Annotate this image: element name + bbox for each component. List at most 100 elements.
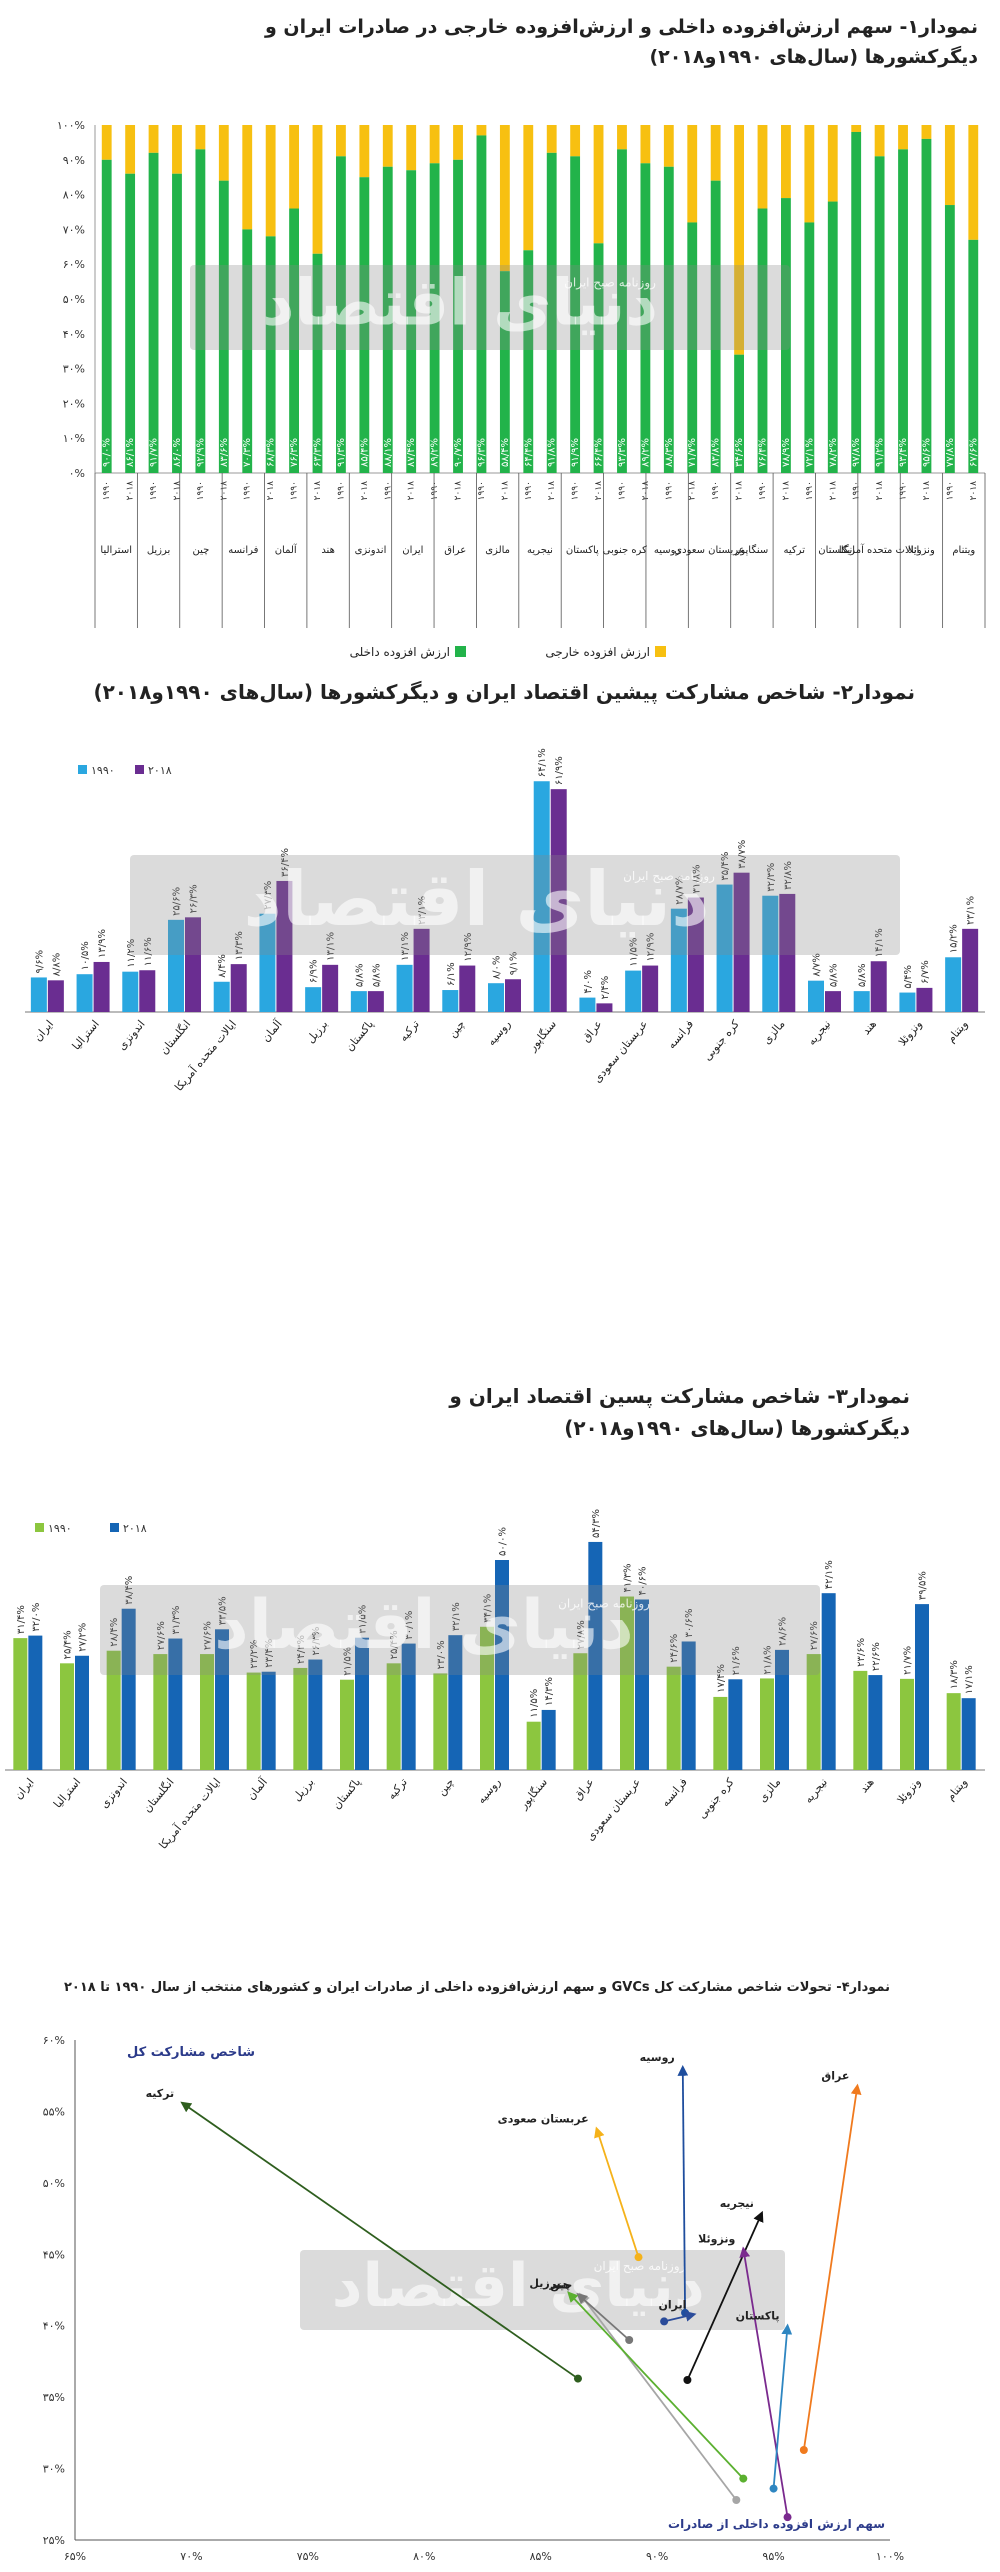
country-label: روسیه — [654, 545, 681, 556]
bar-value-label: ۲۳/۱% — [966, 896, 977, 925]
bar-value-label: ۸۹/۲% — [640, 438, 651, 467]
bar-value-label: ۹۶/۳% — [476, 438, 487, 467]
bar-foreign — [757, 125, 768, 209]
bar-domestic — [499, 271, 510, 473]
bar-domestic — [453, 159, 463, 474]
bar — [635, 1599, 649, 1770]
bar-value-label: ۲۱/۶% — [731, 1646, 742, 1675]
country-label: ونزوئلا — [908, 545, 935, 556]
bar — [808, 980, 824, 1012]
legend-swatch — [110, 1523, 119, 1532]
year-label: ۲۰۱۸ — [735, 481, 745, 501]
legend-label-foreign: ارزش افزوده خارجی — [545, 645, 650, 660]
category-label: پاکستان — [343, 1018, 376, 1054]
year-label: ۲۰۱۸ — [172, 481, 182, 501]
year-label: ۲۰۱۸ — [454, 481, 464, 501]
bar-value-label: ۲۱/۸% — [763, 1645, 774, 1674]
bar-foreign — [640, 125, 651, 164]
bar-value-label: ۳۱/۳% — [171, 1606, 182, 1635]
y-tick-label: ۴۰% — [63, 328, 85, 341]
year-label: ۲۰۱۸ — [313, 481, 323, 501]
bar-foreign — [382, 125, 393, 167]
year-label: ۲۰۱۸ — [126, 481, 136, 501]
category-label: آلمان — [258, 1016, 285, 1044]
bar — [533, 781, 550, 1012]
category-label: فرانسه — [665, 1018, 696, 1052]
bar — [596, 1003, 613, 1012]
bar-value-label: ۲۷/۶% — [809, 1621, 820, 1650]
bar — [962, 928, 979, 1012]
y-axis-title: شاخص مشارکت کل — [127, 2045, 255, 2060]
bar-domestic — [265, 236, 276, 473]
legend-swatch-domestic — [455, 646, 466, 657]
bar — [779, 893, 796, 1012]
year-label: ۱۹۹۰ — [477, 481, 487, 500]
year-label: ۱۹۹۰ — [945, 481, 955, 500]
year-label: ۱۹۹۰ — [899, 481, 909, 500]
chart2-title: نمودار۲- شاخص مشارکت پیشین اقتصاد ایران … — [93, 680, 915, 704]
arrow-label: عربستان صعودی — [498, 2113, 589, 2126]
bar — [916, 987, 933, 1012]
bar-domestic — [851, 131, 862, 473]
country-label: عراق — [444, 545, 466, 556]
bar — [168, 1638, 183, 1770]
bar — [588, 1541, 603, 1770]
bar — [433, 1673, 448, 1770]
bar-value-label: ۲/۴% — [600, 976, 611, 1000]
bar-value-label: ۱۳/۱% — [326, 932, 337, 961]
bar-value-label: ۸/۰% — [492, 956, 503, 980]
bar — [93, 961, 110, 1012]
bar — [246, 1672, 261, 1770]
bar-foreign — [359, 125, 370, 178]
bar-value-label: ۵۴/۳% — [591, 1509, 602, 1538]
bar — [200, 1654, 214, 1770]
bar — [261, 1671, 276, 1770]
y-tick-label: ۴۵% — [43, 2248, 65, 2261]
bar-value-label: ۱۷/۴% — [716, 1664, 727, 1693]
category-label: سنگاپور — [516, 1776, 550, 1813]
bar-value-label: ۲۳/۲% — [249, 1640, 260, 1669]
arrow-10 — [567, 2291, 744, 2480]
arrow-4 — [578, 2292, 738, 2501]
bar — [75, 1655, 89, 1770]
y-tick-label: ۴۰% — [43, 2320, 65, 2333]
bar — [550, 789, 567, 1012]
bar-value-label: ۶۱/۹% — [554, 756, 565, 785]
category-label: انگلستان — [141, 1776, 177, 1815]
watermark-band — [130, 855, 900, 955]
bar-value-label: ۲۲/۶% — [871, 1642, 882, 1671]
category-label: روسیه — [485, 1018, 514, 1049]
bar-value-label: ۲۶/۳% — [311, 1627, 322, 1656]
bar-value-label: ۳۲/۱% — [451, 1602, 462, 1631]
bar-value-label: ۲۸/۷% — [674, 876, 685, 905]
bar-value-label: ۱۱/۵% — [629, 938, 640, 967]
legend-swatch — [35, 1523, 44, 1532]
year-label: ۱۹۹۰ — [336, 481, 346, 500]
bar — [13, 1638, 28, 1770]
bar-domestic — [827, 201, 838, 473]
arrow-8 — [772, 2323, 793, 2489]
bar-domestic — [593, 243, 604, 473]
watermark-band — [190, 265, 790, 350]
bar-value-label: ۷۱/۷% — [687, 438, 698, 467]
y-tick-label: ۵۰% — [43, 2177, 65, 2190]
bar-foreign — [874, 125, 885, 157]
year-label: ۲۰۱۸ — [828, 481, 838, 501]
bar — [76, 974, 93, 1012]
bar-foreign — [195, 125, 206, 150]
bar-value-label: ۹۰/۷% — [453, 438, 464, 467]
bar-domestic — [195, 149, 206, 474]
bar-value-label: ۶/۹% — [309, 960, 320, 984]
legend-swatch — [78, 765, 87, 774]
bar-value-label: ۱۳/۱% — [400, 932, 411, 961]
watermark-sub: روزنامه صبح ایران — [564, 275, 656, 290]
bar-value-label: ۳۱/۵% — [358, 1605, 369, 1634]
bar-foreign — [781, 125, 791, 199]
category-label: کره جنوبی — [695, 1775, 737, 1821]
bar — [30, 977, 47, 1012]
bar-value-label: ۱۰/۵% — [80, 941, 91, 970]
year-label: ۱۹۹۰ — [243, 481, 253, 500]
arrow-5 — [686, 2210, 764, 2381]
bar-value-label: ۲۷/۶% — [203, 1621, 214, 1650]
bar — [168, 919, 184, 1012]
